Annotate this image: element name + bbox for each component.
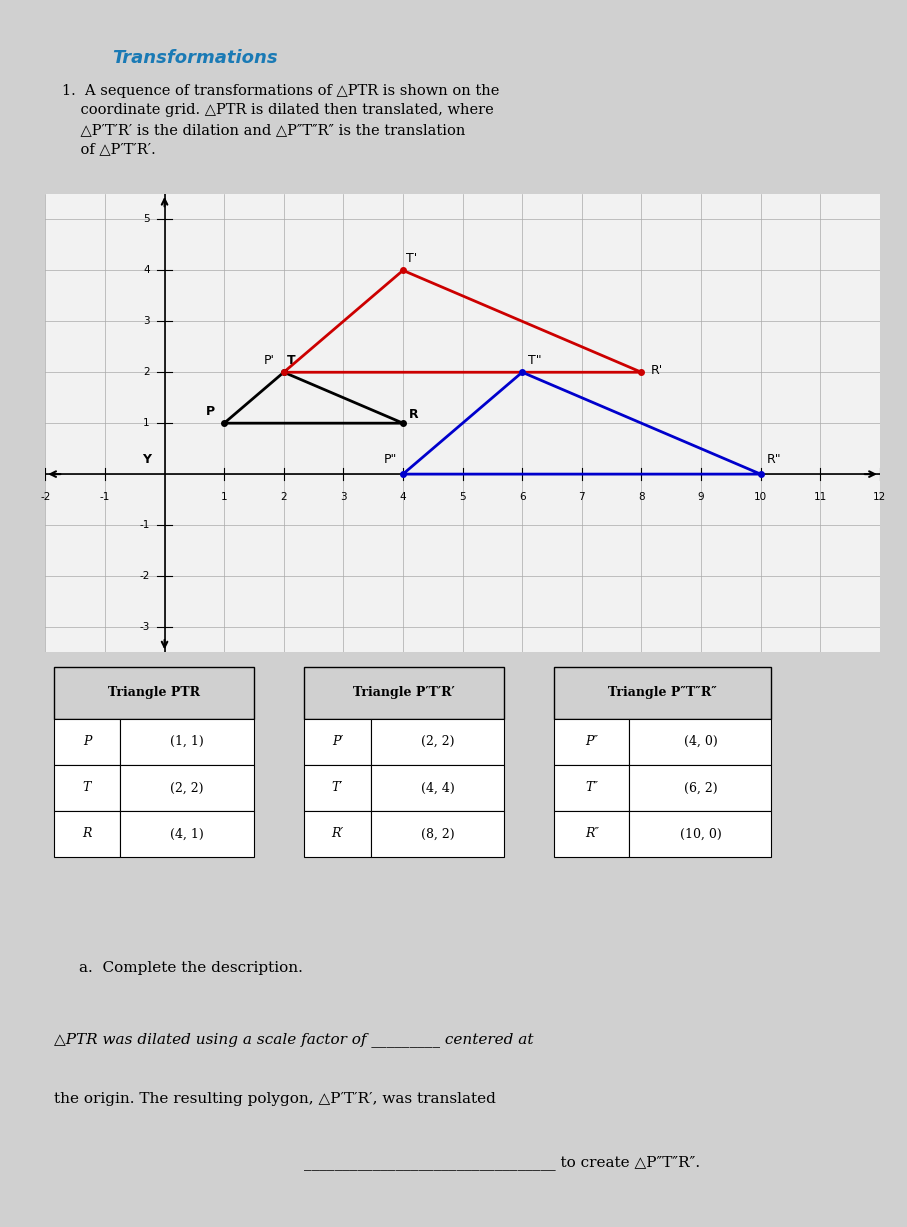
Bar — [371, 764, 504, 811]
Text: R: R — [409, 407, 418, 421]
Text: 10: 10 — [754, 492, 767, 502]
Bar — [554, 811, 629, 856]
Text: (8, 2): (8, 2) — [421, 827, 454, 840]
Bar — [121, 811, 254, 856]
Text: R": R" — [766, 454, 781, 466]
Text: 1.  A sequence of transformations of △PTR is shown on the
    coordinate grid. △: 1. A sequence of transformations of △PTR… — [62, 83, 500, 157]
Text: 1: 1 — [143, 418, 150, 428]
Bar — [54, 811, 121, 856]
Text: Triangle P″T″R″: Triangle P″T″R″ — [609, 686, 717, 699]
Bar — [371, 719, 504, 764]
Text: a.  Complete the description.: a. Complete the description. — [79, 962, 303, 975]
Text: T: T — [287, 355, 296, 367]
Text: (2, 2): (2, 2) — [421, 735, 454, 748]
Text: 11: 11 — [814, 492, 827, 502]
Text: (2, 2): (2, 2) — [171, 782, 204, 794]
Text: (4, 1): (4, 1) — [171, 827, 204, 840]
Text: R': R' — [650, 364, 663, 378]
Text: 3: 3 — [340, 492, 346, 502]
Text: (1, 1): (1, 1) — [171, 735, 204, 748]
Text: -3: -3 — [140, 622, 150, 632]
Text: Transformations: Transformations — [112, 49, 278, 67]
Text: 12: 12 — [873, 492, 886, 502]
Text: 4: 4 — [400, 492, 406, 502]
Bar — [304, 719, 371, 764]
Text: 2: 2 — [280, 492, 288, 502]
Text: 4: 4 — [143, 265, 150, 275]
Text: R′: R′ — [331, 827, 344, 840]
Bar — [629, 764, 771, 811]
Bar — [121, 764, 254, 811]
Text: (6, 2): (6, 2) — [684, 782, 717, 794]
Bar — [304, 811, 371, 856]
Text: T′: T′ — [332, 782, 343, 794]
Text: P′: P′ — [332, 735, 343, 748]
Text: Y: Y — [142, 454, 151, 466]
Text: the origin. The resulting polygon, △P′T′R′, was translated: the origin. The resulting polygon, △P′T′… — [54, 1092, 495, 1107]
Bar — [629, 811, 771, 856]
Bar — [371, 811, 504, 856]
Text: P": P" — [384, 454, 397, 466]
Text: P″: P″ — [585, 735, 599, 748]
Text: 7: 7 — [579, 492, 585, 502]
Text: 5: 5 — [143, 215, 150, 225]
Bar — [629, 719, 771, 764]
Bar — [554, 719, 629, 764]
Text: Triangle PTR: Triangle PTR — [108, 686, 200, 699]
Bar — [54, 764, 121, 811]
Text: 2: 2 — [143, 367, 150, 377]
Bar — [54, 666, 254, 719]
Text: 3: 3 — [143, 317, 150, 326]
Bar — [554, 666, 771, 719]
Text: T": T" — [528, 355, 541, 367]
Text: R: R — [83, 827, 92, 840]
Bar — [121, 719, 254, 764]
Text: _________________________________ to create △P″T″R″.: _________________________________ to cre… — [304, 1156, 700, 1171]
Text: P: P — [206, 405, 215, 418]
Bar — [54, 719, 121, 764]
Text: -1: -1 — [140, 520, 150, 530]
Text: P': P' — [264, 355, 275, 367]
Text: △PTR was dilated using a scale factor of _________ centered at: △PTR was dilated using a scale factor of… — [54, 1032, 533, 1047]
Text: 9: 9 — [697, 492, 705, 502]
Text: T': T' — [406, 253, 417, 265]
Bar — [304, 764, 371, 811]
Text: (10, 0): (10, 0) — [679, 827, 721, 840]
Text: T″: T″ — [585, 782, 599, 794]
Text: 1: 1 — [220, 492, 228, 502]
Text: (4, 4): (4, 4) — [421, 782, 454, 794]
Text: -1: -1 — [100, 492, 110, 502]
Text: (4, 0): (4, 0) — [684, 735, 717, 748]
Text: 8: 8 — [638, 492, 645, 502]
Text: Triangle P′T′R′: Triangle P′T′R′ — [354, 686, 455, 699]
Text: T: T — [83, 782, 92, 794]
Bar — [304, 666, 504, 719]
Text: P: P — [83, 735, 92, 748]
Text: 5: 5 — [459, 492, 466, 502]
Text: R″: R″ — [585, 827, 599, 840]
Bar — [554, 764, 629, 811]
Text: -2: -2 — [140, 571, 150, 580]
Text: 6: 6 — [519, 492, 525, 502]
Text: -2: -2 — [40, 492, 51, 502]
